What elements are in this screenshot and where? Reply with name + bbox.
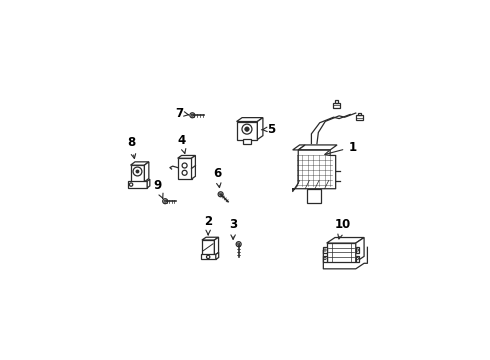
Circle shape (190, 113, 195, 118)
Polygon shape (192, 156, 196, 179)
Polygon shape (145, 162, 149, 182)
Polygon shape (327, 238, 364, 243)
Polygon shape (216, 252, 219, 260)
Circle shape (236, 242, 241, 247)
Polygon shape (178, 156, 196, 158)
Bar (356, 115, 363, 120)
Bar (130, 165, 145, 182)
Bar (335, 100, 338, 103)
Bar (323, 247, 327, 253)
Polygon shape (293, 145, 305, 150)
Text: 3: 3 (229, 218, 237, 239)
Polygon shape (237, 118, 263, 122)
Bar (323, 256, 327, 262)
Polygon shape (257, 118, 263, 140)
Text: 7: 7 (175, 107, 189, 120)
Bar (333, 103, 340, 108)
Text: 6: 6 (213, 167, 221, 188)
Bar (202, 240, 215, 255)
Text: 8: 8 (127, 136, 136, 158)
Polygon shape (130, 162, 149, 165)
Bar (178, 158, 192, 179)
Text: 9: 9 (153, 179, 163, 198)
Text: 10: 10 (335, 218, 351, 239)
Bar (358, 113, 361, 115)
Circle shape (136, 170, 140, 174)
Polygon shape (202, 237, 219, 240)
Bar (307, 189, 321, 203)
Bar (356, 256, 359, 262)
Bar (356, 247, 359, 253)
Polygon shape (215, 237, 219, 255)
Polygon shape (147, 179, 150, 188)
Text: 4: 4 (177, 134, 186, 153)
Circle shape (218, 192, 223, 197)
Text: 2: 2 (204, 216, 212, 235)
Text: 5: 5 (261, 123, 275, 136)
Bar (128, 181, 147, 188)
Bar (200, 255, 216, 260)
Bar (237, 122, 257, 140)
Text: 1: 1 (325, 141, 356, 156)
Polygon shape (298, 145, 337, 150)
Bar (327, 243, 356, 262)
Bar (243, 139, 251, 144)
Bar (295, 156, 333, 186)
Circle shape (163, 199, 168, 204)
Circle shape (245, 127, 249, 131)
Polygon shape (356, 238, 364, 262)
